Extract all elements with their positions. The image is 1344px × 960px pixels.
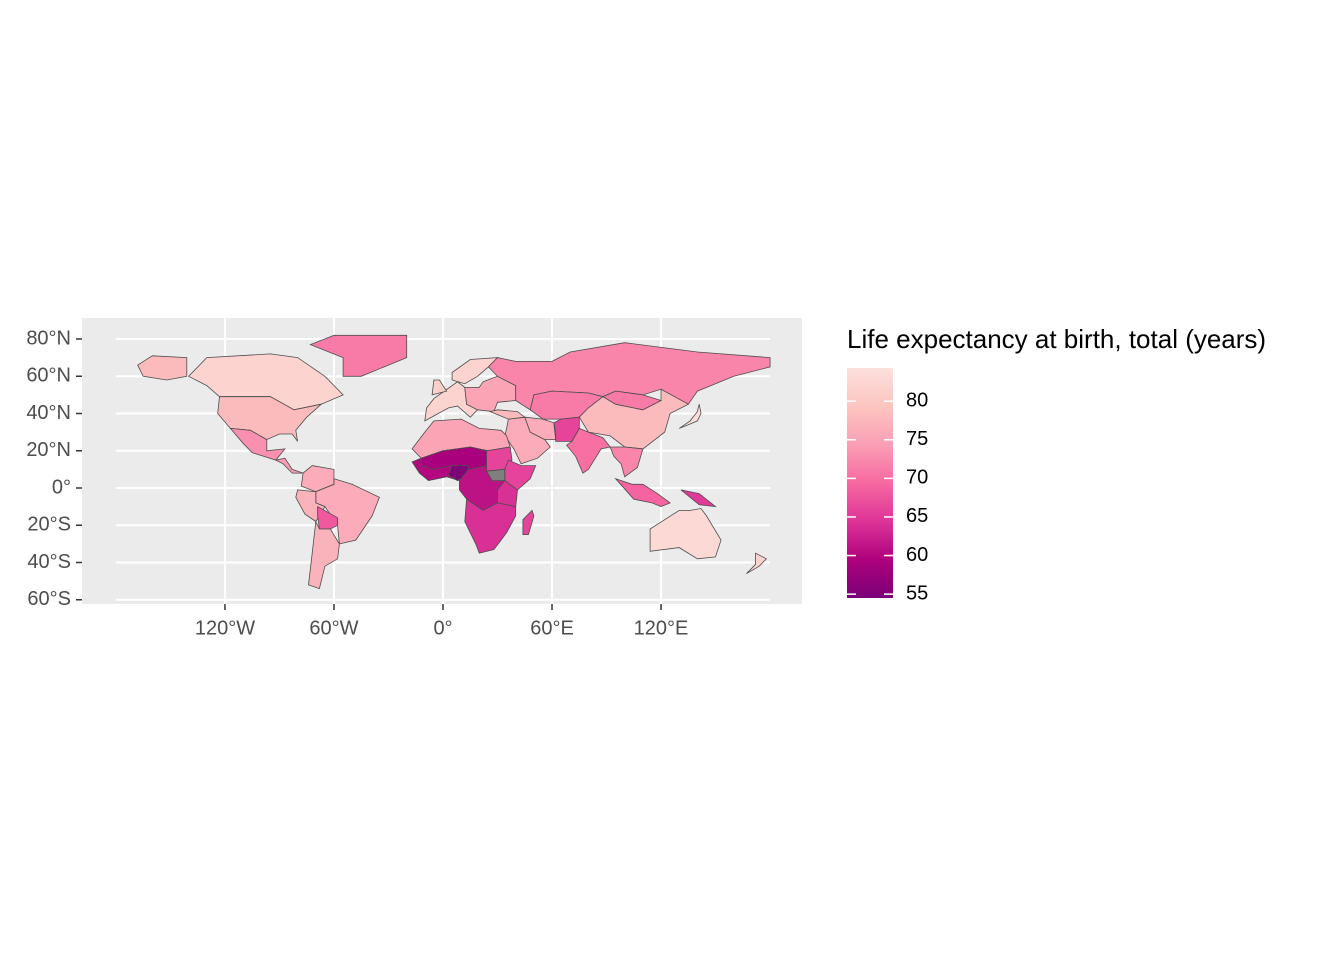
region — [522, 509, 535, 535]
y-tick-label: 40°S — [27, 551, 71, 573]
legend-tick-label: 65 — [906, 505, 928, 527]
region — [566, 427, 611, 474]
y-tick-label: 80°N — [26, 327, 71, 349]
y-tick-label: 60°N — [26, 365, 71, 387]
region — [680, 489, 717, 508]
region — [746, 552, 768, 575]
legend-tick-label: 80 — [906, 389, 928, 411]
region — [614, 477, 671, 508]
region — [309, 334, 408, 377]
regions — [137, 334, 771, 590]
legend-tick-label: 55 — [906, 582, 928, 604]
axes: 80°N 60°N 40°N 20°N 0° 20°S 40°S 60°S 120°W 60°W 0… — [26, 327, 688, 639]
x-tick-label: 120°W — [195, 617, 255, 639]
x-tick-label: 60°W — [309, 617, 358, 639]
region — [609, 446, 644, 478]
region — [187, 353, 344, 411]
legend-tick-label: 60 — [906, 544, 928, 566]
region — [137, 355, 188, 381]
region — [602, 390, 663, 411]
y-tick-label: 60°S — [27, 588, 71, 610]
x-tick-label: 60°E — [530, 617, 574, 639]
legend-tick-label: 75 — [906, 428, 928, 450]
region — [308, 520, 340, 590]
region — [464, 498, 517, 554]
y-tick-label: 20°N — [26, 439, 71, 461]
color-bar — [847, 368, 893, 598]
legend-title: Life expectancy at birth, total (years) — [847, 324, 1266, 354]
region — [229, 427, 286, 461]
legend-tick-label: 70 — [906, 467, 928, 489]
region — [488, 409, 526, 420]
region — [431, 379, 448, 396]
y-tick-label: 0° — [52, 476, 71, 498]
x-tick-label: 120°E — [634, 617, 689, 639]
region — [315, 478, 380, 545]
y-tick-label: 40°N — [26, 402, 71, 424]
y-tick-label: 20°S — [27, 514, 71, 536]
region — [678, 404, 702, 429]
region — [649, 508, 722, 560]
x-tick-label: 0° — [433, 617, 452, 639]
legend: 55 60 65 70 75 80 — [847, 389, 928, 604]
